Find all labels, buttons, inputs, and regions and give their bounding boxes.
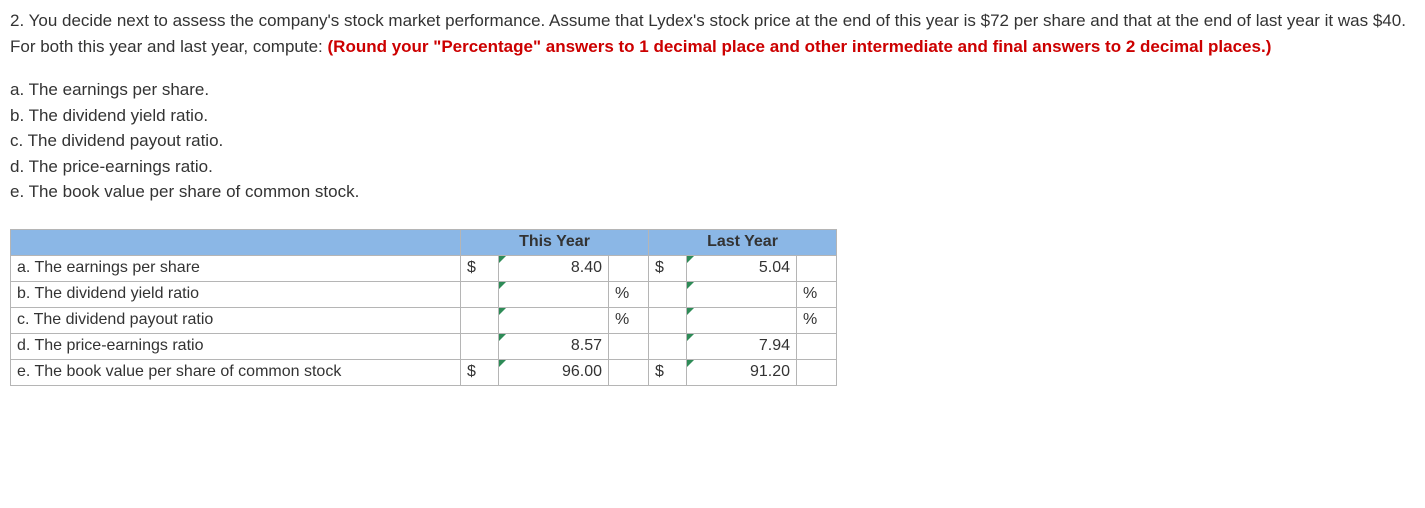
value-input[interactable]: 8.57 [499, 333, 609, 359]
unit-cell: % [609, 307, 649, 333]
unit-cell [797, 255, 837, 281]
header-this-year: This Year [461, 229, 649, 255]
table-row: c. The dividend payout ratio % % [11, 307, 837, 333]
symbol-cell [461, 307, 499, 333]
symbol-cell: $ [649, 255, 687, 281]
unit-cell [609, 255, 649, 281]
symbol-cell [649, 307, 687, 333]
row-label-b: b. The dividend yield ratio [11, 281, 461, 307]
symbol-cell: $ [649, 359, 687, 385]
unit-cell [609, 359, 649, 385]
symbol-cell [461, 333, 499, 359]
rounding-instruction: (Round your "Percentage" answers to 1 de… [328, 37, 1272, 56]
symbol-cell: $ [461, 359, 499, 385]
table-row: e. The book value per share of common st… [11, 359, 837, 385]
symbol-cell [649, 333, 687, 359]
value-input[interactable]: 5.04 [687, 255, 797, 281]
row-label-d: d. The price-earnings ratio [11, 333, 461, 359]
header-blank [11, 229, 461, 255]
unit-cell: % [797, 307, 837, 333]
answer-table: This Year Last Year a. The earnings per … [10, 229, 837, 386]
row-label-c: c. The dividend payout ratio [11, 307, 461, 333]
value-input[interactable]: 7.94 [687, 333, 797, 359]
row-label-e: e. The book value per share of common st… [11, 359, 461, 385]
value-input[interactable] [499, 281, 609, 307]
unit-cell [797, 333, 837, 359]
value-input[interactable]: 91.20 [687, 359, 797, 385]
sub-item-d: d. The price-earnings ratio. [10, 154, 1415, 180]
symbol-cell: $ [461, 255, 499, 281]
unit-cell [797, 359, 837, 385]
table-row: d. The price-earnings ratio 8.57 7.94 [11, 333, 837, 359]
value-input[interactable]: 8.40 [499, 255, 609, 281]
table-row: b. The dividend yield ratio % % [11, 281, 837, 307]
question-text: 2. You decide next to assess the company… [10, 8, 1415, 59]
symbol-cell [649, 281, 687, 307]
sub-item-list: a. The earnings per share. b. The divide… [10, 77, 1415, 205]
sub-item-b: b. The dividend yield ratio. [10, 103, 1415, 129]
sub-item-a: a. The earnings per share. [10, 77, 1415, 103]
value-input[interactable] [687, 307, 797, 333]
table-row: a. The earnings per share $ 8.40 $ 5.04 [11, 255, 837, 281]
value-input[interactable] [687, 281, 797, 307]
sub-item-e: e. The book value per share of common st… [10, 179, 1415, 205]
unit-cell [609, 333, 649, 359]
sub-item-c: c. The dividend payout ratio. [10, 128, 1415, 154]
question-number: 2. [10, 11, 24, 30]
symbol-cell [461, 281, 499, 307]
unit-cell: % [609, 281, 649, 307]
value-input[interactable] [499, 307, 609, 333]
value-input[interactable]: 96.00 [499, 359, 609, 385]
row-label-a: a. The earnings per share [11, 255, 461, 281]
header-last-year: Last Year [649, 229, 837, 255]
header-row: This Year Last Year [11, 229, 837, 255]
unit-cell: % [797, 281, 837, 307]
